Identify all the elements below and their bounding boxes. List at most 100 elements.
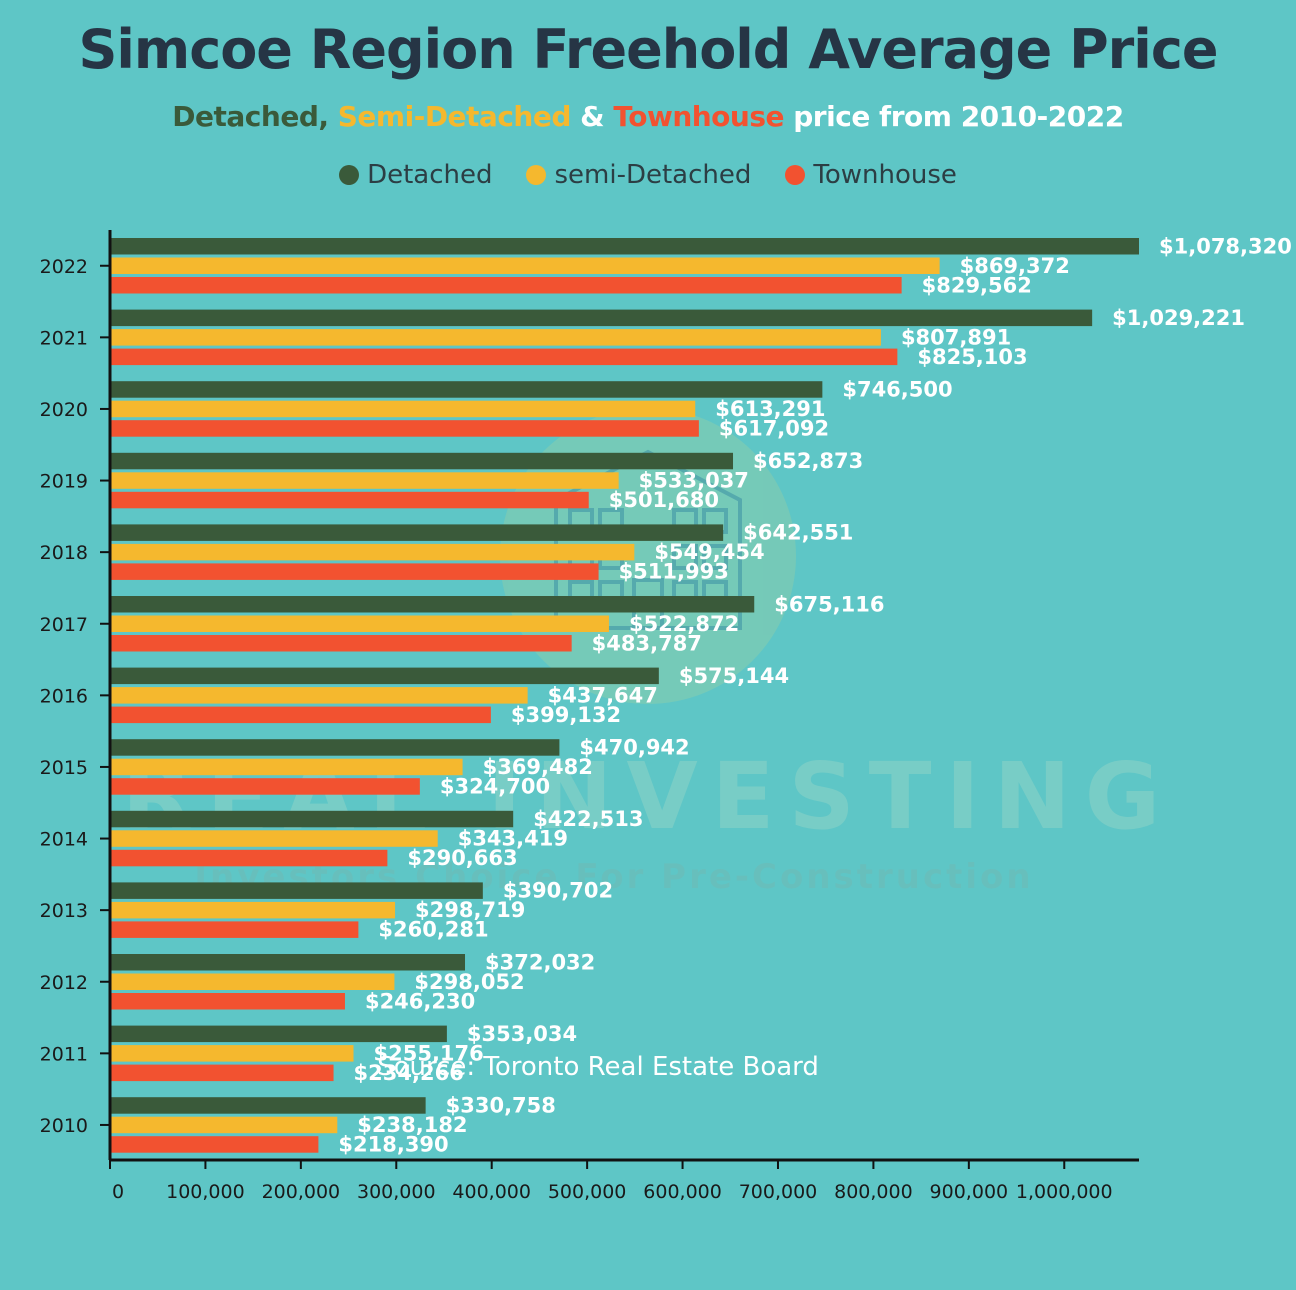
bar-townhouse-2012 bbox=[110, 993, 345, 1010]
bar-townhouse-2016 bbox=[110, 706, 491, 724]
y-axis: 2022 2021 2020 2019 2018 2017 2016 2015 2014 2013… bbox=[40, 230, 112, 1160]
bar-semi-detached-2015 bbox=[110, 758, 463, 776]
value-label-semi-detached-2020: $613,291 bbox=[715, 397, 825, 421]
subtitle-rest: price from 2010-2022 bbox=[793, 100, 1124, 133]
bar-townhouse-2019 bbox=[110, 491, 589, 509]
subtitle-ampersand: & bbox=[580, 100, 605, 133]
bar-semi-detached-2022 bbox=[110, 257, 940, 274]
value-label-semi-detached-2021: $807,891 bbox=[901, 325, 1011, 349]
bar-detached-2021 bbox=[110, 309, 1093, 327]
bar-semi-detached-2010 bbox=[110, 1116, 338, 1134]
subtitle-semi-detached: Semi-Detached bbox=[337, 100, 572, 133]
value-label-detached-2022: $1,078,320 bbox=[1159, 234, 1292, 258]
y-tick-label-2017: 2017 bbox=[40, 614, 88, 636]
value-label-detached-2016: $575,144 bbox=[679, 664, 789, 688]
value-label-semi-detached-2012: $298,052 bbox=[414, 970, 524, 994]
y-tick-label-2016: 2016 bbox=[40, 685, 88, 707]
value-label-townhouse-2020: $617,092 bbox=[719, 416, 829, 440]
value-label-townhouse-2019: $501,680 bbox=[609, 488, 719, 512]
legend-label-detached: Detached bbox=[367, 160, 493, 190]
x-tick-label-7: 700,000 bbox=[739, 1181, 818, 1203]
value-label-semi-detached-2022: $869,372 bbox=[960, 254, 1070, 278]
y-tick-label-2019: 2019 bbox=[40, 471, 88, 493]
value-label-townhouse-2011: $234,266 bbox=[354, 1061, 464, 1085]
bar-townhouse-2017 bbox=[110, 635, 572, 652]
y-tick-label-2022: 2022 bbox=[40, 256, 88, 278]
value-label-townhouse-2010: $218,390 bbox=[338, 1132, 448, 1156]
y-tick-label-2010: 2010 bbox=[40, 1115, 88, 1137]
value-label-semi-detached-2013: $298,719 bbox=[415, 898, 525, 922]
value-label-detached-2012: $372,032 bbox=[485, 950, 595, 974]
value-label-semi-detached-2010: $238,182 bbox=[357, 1113, 467, 1137]
value-label-detached-2018: $642,551 bbox=[743, 521, 853, 545]
value-label-detached-2021: $1,029,221 bbox=[1112, 306, 1245, 330]
legend-item-semi-detached: semi-Detached bbox=[526, 160, 751, 190]
bar-townhouse-2018 bbox=[110, 563, 599, 580]
bar-semi-detached-2012 bbox=[110, 973, 395, 990]
x-tick-label-1: 100,000 bbox=[166, 1181, 245, 1203]
value-label-townhouse-2022: $829,562 bbox=[922, 273, 1032, 297]
value-label-semi-detached-2011: $255,176 bbox=[374, 1041, 484, 1065]
bar-townhouse-2014 bbox=[110, 849, 388, 867]
value-label-townhouse-2014: $290,663 bbox=[407, 846, 517, 870]
value-label-semi-detached-2019: $533,037 bbox=[639, 469, 749, 493]
bar-detached-2011 bbox=[110, 1025, 447, 1043]
bar-detached-2015 bbox=[110, 739, 560, 756]
value-label-semi-detached-2018: $549,454 bbox=[654, 540, 764, 564]
subtitle-townhouse: Townhouse bbox=[613, 100, 785, 133]
bar-semi-detached-2017 bbox=[110, 615, 609, 632]
bar-detached-2013 bbox=[110, 882, 483, 899]
y-tick-label-2011: 2011 bbox=[40, 1043, 88, 1065]
value-label-detached-2011: $353,034 bbox=[467, 1022, 577, 1046]
legend-item-detached: Detached bbox=[339, 160, 492, 190]
bar-semi-detached-2011 bbox=[110, 1045, 354, 1062]
value-label-detached-2019: $652,873 bbox=[753, 449, 863, 473]
bars-layer bbox=[110, 238, 1139, 1153]
y-tick-label-2020: 2020 bbox=[40, 399, 88, 421]
legend-dot-semi-detached bbox=[526, 165, 547, 185]
value-label-townhouse-2021: $825,103 bbox=[917, 345, 1027, 369]
bar-townhouse-2020 bbox=[110, 420, 699, 437]
bar-semi-detached-2013 bbox=[110, 901, 396, 919]
bar-townhouse-2011 bbox=[110, 1064, 334, 1082]
chart-subtitle: Detached, Semi-Detached & Townhouse pric… bbox=[0, 100, 1296, 133]
x-tick-label-10: 1,000,000 bbox=[1016, 1181, 1113, 1203]
bar-detached-2014 bbox=[110, 810, 514, 828]
bar-semi-detached-2019 bbox=[110, 472, 619, 489]
value-label-townhouse-2015: $324,700 bbox=[440, 774, 550, 798]
chart-legend: Detached semi-Detached Townhouse bbox=[0, 160, 1296, 190]
legend-item-townhouse: Townhouse bbox=[785, 160, 957, 190]
legend-label-semi-detached: semi-Detached bbox=[554, 160, 752, 190]
x-axis: 0 100,000 200,000 300,000 400,000 500,000 600,… bbox=[109, 1158, 1139, 1203]
subtitle-detached: Detached, bbox=[172, 100, 329, 133]
bar-detached-2022 bbox=[110, 238, 1139, 255]
x-tick-label-4: 400,000 bbox=[452, 1181, 531, 1203]
bar-townhouse-2010 bbox=[110, 1136, 319, 1153]
bar-semi-detached-2018 bbox=[110, 543, 635, 561]
value-label-detached-2020: $746,500 bbox=[842, 377, 952, 401]
y-tick-label-2012: 2012 bbox=[40, 972, 88, 994]
value-label-detached-2015: $470,942 bbox=[579, 735, 689, 759]
value-label-semi-detached-2014: $343,419 bbox=[458, 827, 568, 851]
y-tick-label-2018: 2018 bbox=[40, 542, 88, 564]
x-tick-label-8: 800,000 bbox=[834, 1181, 913, 1203]
x-tick-label-6: 600,000 bbox=[643, 1181, 722, 1203]
value-label-detached-2017: $675,116 bbox=[774, 592, 884, 616]
bar-detached-2016 bbox=[110, 667, 659, 685]
value-label-townhouse-2013: $260,281 bbox=[378, 918, 488, 942]
legend-dot-detached bbox=[339, 165, 360, 185]
y-tick-label-2014: 2014 bbox=[40, 829, 88, 851]
value-labels-layer: $1,078,320 $869,372$829,562 $1,029,221 $807… bbox=[338, 234, 1291, 1156]
legend-label-townhouse: Townhouse bbox=[813, 160, 957, 190]
value-label-townhouse-2017: $483,787 bbox=[592, 631, 702, 655]
bar-detached-2019 bbox=[110, 452, 734, 470]
bar-semi-detached-2021 bbox=[110, 329, 881, 346]
bar-detached-2020 bbox=[110, 381, 823, 398]
bar-detached-2012 bbox=[110, 954, 466, 971]
bar-detached-2010 bbox=[110, 1097, 426, 1114]
bar-semi-detached-2020 bbox=[110, 400, 696, 418]
value-label-detached-2013: $390,702 bbox=[503, 879, 613, 903]
bar-townhouse-2022 bbox=[110, 277, 902, 294]
value-label-semi-detached-2016: $437,647 bbox=[548, 683, 658, 707]
